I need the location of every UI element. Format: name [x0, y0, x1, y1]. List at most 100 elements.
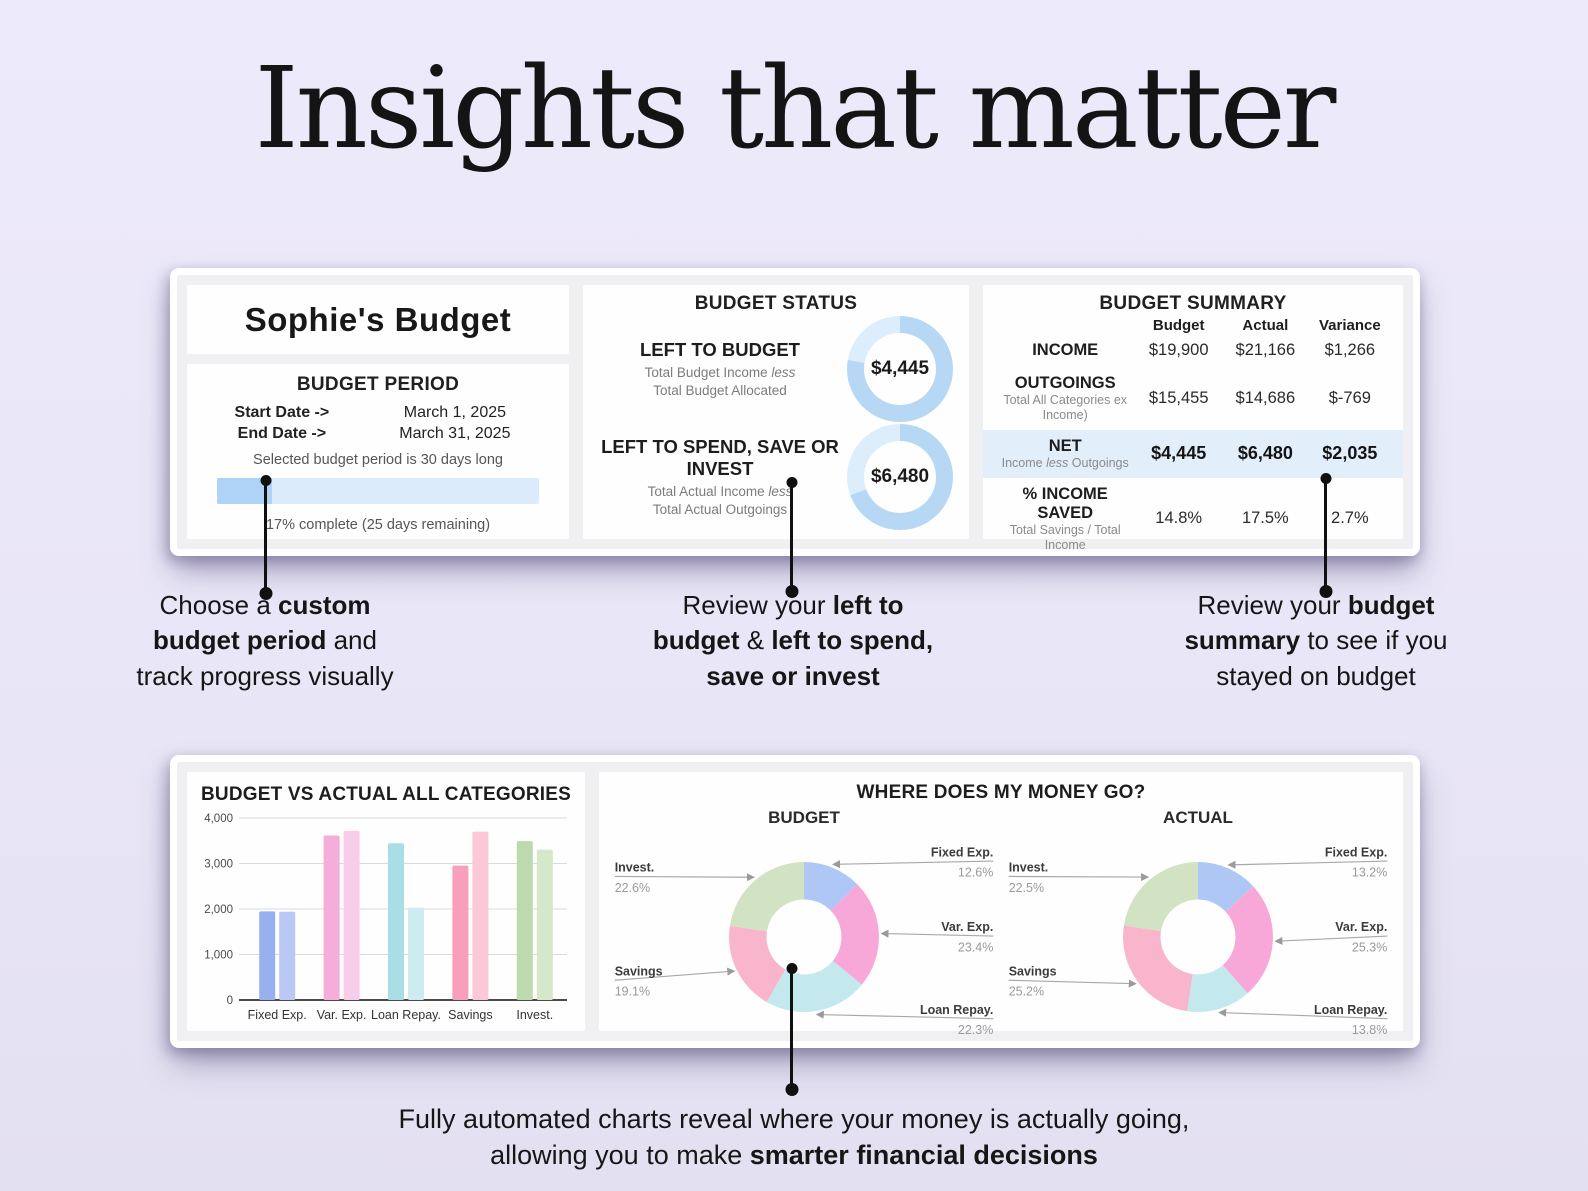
donut-block-actual: ACTUAL Fixed Exp. 13.2% Var. Exp. 25.3% Loan …: [1001, 806, 1395, 1051]
bar-actual-savings: [472, 831, 489, 1000]
text-segment: Income: [1001, 455, 1047, 470]
text-segment: Total Actual Outgoings: [652, 501, 788, 517]
bar-chart-category-label: Invest.: [516, 1008, 553, 1022]
bar-chart-ytick: 4,000: [204, 813, 233, 825]
text-segment: less: [768, 484, 793, 500]
donut-slice-var-exp-: [830, 884, 879, 985]
donut-label-percent: 25.2%: [1009, 985, 1044, 999]
text-segment: to see if you stayed on budget: [1216, 625, 1448, 691]
page-title: Insights that matter: [254, 44, 1337, 174]
donut-leader-line: [880, 929, 994, 938]
progress-ring: $6,480: [847, 424, 953, 530]
text-segment: Total Budget Allocated: [653, 382, 787, 398]
progress-ring: $4,445: [847, 316, 953, 422]
donut-label-name: Savings: [615, 964, 663, 978]
progress-ring-value: $4,445: [870, 358, 930, 379]
donut-chart-actual: Fixed Exp. 13.2% Var. Exp. 25.3% Loan Repay.…: [1008, 845, 1388, 1037]
period-date-label: Start Date ->: [234, 404, 330, 421]
donut-label-percent: 13.2%: [1352, 865, 1387, 879]
summary-value: $4,445: [1151, 443, 1207, 464]
summary-value: 14.8%: [1155, 509, 1203, 528]
donut-leader-line: [614, 873, 755, 882]
budget-period-note: Selected budget period is 30 days long: [253, 452, 503, 468]
summary-row-sublabel: Total Savings / Total Income: [995, 523, 1135, 553]
bar-budget-fixed-exp-: [259, 911, 276, 1000]
text-segment: Total Budget Income: [644, 365, 772, 381]
text-segment: Review your: [1197, 590, 1348, 620]
money-go-card: WHERE DOES MY MONEY GO? BUDGET Fixed Exp.…: [599, 772, 1403, 1037]
summary-column-header: Budget: [1152, 317, 1205, 334]
status-item-text: LEFT TO BUDGET Total Budget Income less T…: [599, 339, 841, 399]
donut-label-percent: 25.3%: [1352, 940, 1387, 954]
summary-value: $15,455: [1148, 388, 1209, 407]
summary-row-sublabel: Total All Categories ex Income): [995, 393, 1135, 423]
donut-leader-line: [1274, 935, 1388, 945]
summary-value: $6,480: [1237, 443, 1293, 464]
dashboard-screenshot-bottom: BUDGET VS ACTUAL ALL CATEGORIES 0 1,000 2,…: [170, 755, 1420, 1048]
summary-value: $21,166: [1235, 341, 1296, 359]
text-segment: budget: [652, 625, 740, 656]
donut-slice-fixed-exp-: [1198, 862, 1254, 912]
connector-line-charts: [790, 968, 793, 1090]
donut-slice-invest-: [729, 862, 804, 932]
donut-charts-row: BUDGET Fixed Exp. 12.6% Var. Exp. 23.4% Loan …: [607, 806, 1395, 1051]
budget-summary-card: BUDGET SUMMARY Budget Actual Variance INCOM…: [983, 285, 1403, 552]
donut-leader-line: [614, 967, 736, 981]
donut-subtitle: ACTUAL: [1163, 808, 1233, 827]
workbook-title-card: Sophie's Budget: [187, 285, 569, 354]
text-segment: custom: [278, 590, 371, 620]
summary-row-label: % INCOME SAVED: [1022, 484, 1108, 522]
text-segment: less: [771, 365, 796, 381]
annotation-budget-summary: Review your budget summary to see if you…: [1128, 588, 1504, 694]
budget-status-items: LEFT TO BUDGET Total Budget Income less T…: [593, 315, 959, 531]
summary-row-label-cell: NET Income less Outgoings: [995, 437, 1135, 471]
summary-value: $-769: [1328, 388, 1371, 407]
period-date-row: End Date -> March 31, 2025: [205, 425, 551, 443]
bar-actual-fixed-exp-: [279, 911, 296, 1000]
text-segment: Total Savings / Total Income: [1009, 522, 1121, 552]
bar-chart-category-label: Loan Repay.: [371, 1008, 441, 1022]
donut-label-name: Var. Exp.: [941, 920, 993, 934]
summary-row-label-cell: INCOME: [995, 341, 1135, 360]
budget-period-column: Sophie's Budget BUDGET PERIOD Start Date…: [187, 285, 569, 539]
connector-line-budget-status: [790, 482, 793, 592]
period-date-value: March 31, 2025: [399, 425, 511, 442]
summary-value: $19,900: [1148, 341, 1209, 359]
period-date-row: Start Date -> March 1, 2025: [205, 404, 551, 422]
donut-label-percent: 23.4%: [958, 940, 993, 954]
text-segment: Outgoings: [1068, 455, 1129, 470]
bar-chart-ytick: 2,000: [204, 904, 233, 916]
period-date-label: End Date ->: [237, 425, 327, 442]
text-segment: Review your: [682, 590, 833, 620]
budget-status-item: LEFT TO BUDGET Total Budget Income less T…: [593, 316, 959, 422]
donut-label-name: Invest.: [615, 861, 655, 875]
bar-actual-invest-: [536, 849, 553, 1000]
summary-value: $14,686: [1235, 388, 1296, 407]
donut-leader-line: [832, 860, 994, 869]
donut-slice-invest-: [1123, 862, 1198, 932]
summary-row-outgoings: OUTGOINGS Total All Categories ex Income)…: [983, 367, 1403, 430]
donut-label-name: Loan Repay.: [1314, 1003, 1387, 1017]
bar-actual-var-exp-: [343, 830, 360, 1000]
budget-period-rows: Start Date -> March 1, 2025 End Date -> Mar…: [205, 404, 551, 443]
donut-label-name: Invest.: [1009, 861, 1049, 875]
text-segment: &: [739, 625, 772, 656]
donut-label-percent: 19.1%: [615, 985, 650, 999]
donut-label-name: Fixed Exp.: [931, 845, 993, 859]
donut-chart-budget: Fixed Exp. 12.6% Var. Exp. 23.4% Loan Repay.…: [614, 845, 994, 1037]
summary-value: $1,266: [1324, 341, 1376, 359]
workbook-title: Sophie's Budget: [244, 300, 512, 338]
summary-row-net: NET Income less Outgoings $4,445 $6,480 $2,0…: [983, 429, 1403, 478]
annotation-budget-status: Review your left to budget & left to spe…: [606, 588, 980, 694]
summary-row-label-cell: OUTGOINGS Total All Categories ex Income): [995, 374, 1135, 423]
text-segment: left to spend,: [771, 625, 934, 656]
summary-value: 2.7%: [1331, 509, 1369, 528]
donut-slice-fixed-exp-: [804, 862, 858, 911]
bar-budget-invest-: [516, 841, 533, 1000]
bar-chart-category-label: Savings: [448, 1008, 492, 1022]
bar-budget-loan-repay-: [388, 843, 404, 1000]
donut-slice-savings: [1123, 925, 1193, 1012]
summary-row-label: NET: [1048, 436, 1082, 455]
donut-block-budget: BUDGET Fixed Exp. 12.6% Var. Exp. 23.4% Loan …: [607, 806, 1001, 1051]
connector-line-budget-summary: [1324, 478, 1327, 592]
